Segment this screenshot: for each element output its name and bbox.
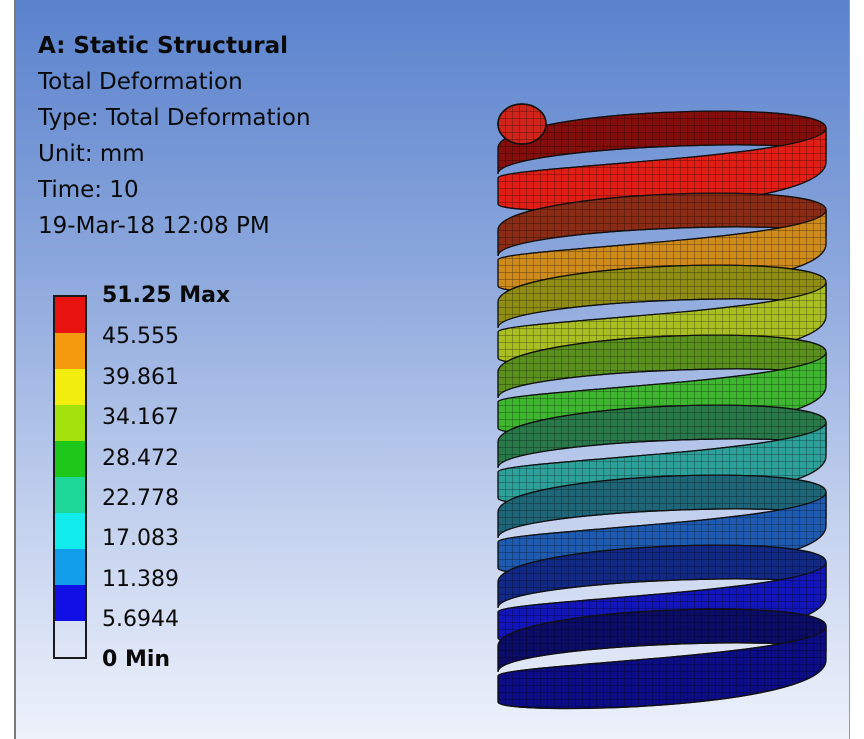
result-info-panel: A: Static Structural Total Deformation T… bbox=[38, 28, 311, 244]
legend-label: 39.861 bbox=[102, 365, 179, 390]
legend-label: 11.389 bbox=[102, 567, 179, 592]
legend-band bbox=[55, 333, 85, 369]
analysis-title: A: Static Structural bbox=[38, 33, 289, 59]
viewport-border-left bbox=[14, 0, 16, 739]
legend-max-label: 51.25 Max bbox=[102, 283, 231, 308]
result-timestamp: 19-Mar-18 12:08 PM bbox=[38, 213, 270, 239]
legend-min-label: 0 Min bbox=[102, 647, 171, 672]
legend-label: 22.778 bbox=[102, 486, 179, 511]
result-type: Type: Total Deformation bbox=[38, 105, 311, 131]
result-time: Time: 10 bbox=[38, 177, 139, 203]
legend-band bbox=[55, 585, 85, 621]
wire-end-mesh bbox=[497, 103, 547, 145]
legend-label: 28.472 bbox=[102, 446, 179, 471]
legend-label: 17.083 bbox=[102, 526, 179, 551]
legend-band bbox=[55, 369, 85, 405]
legend-band bbox=[55, 549, 85, 585]
legend-label: 5.6944 bbox=[102, 607, 179, 632]
legend-label: 34.167 bbox=[102, 405, 179, 430]
result-unit: Unit: mm bbox=[38, 141, 145, 167]
legend-band bbox=[55, 297, 85, 333]
legend-label: 45.555 bbox=[102, 324, 179, 349]
spring-model[interactable] bbox=[470, 90, 850, 730]
legend-band bbox=[55, 513, 85, 549]
legend-band bbox=[55, 405, 85, 441]
legend-band bbox=[55, 477, 85, 513]
coil-mesh bbox=[497, 625, 827, 710]
legend-band bbox=[55, 441, 85, 477]
legend-colorbar bbox=[53, 295, 87, 659]
viewport-border-right bbox=[849, 0, 850, 739]
result-name: Total Deformation bbox=[38, 69, 243, 95]
